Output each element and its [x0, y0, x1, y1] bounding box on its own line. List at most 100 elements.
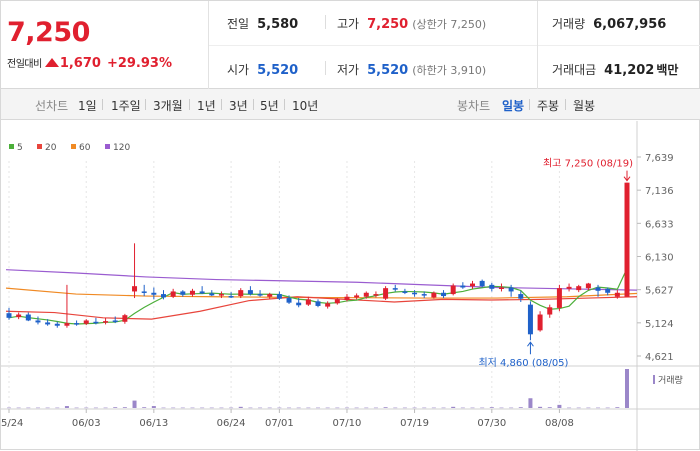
volume-bar [7, 407, 11, 409]
volume-bar [596, 407, 601, 409]
current-price: 7,250 [7, 17, 90, 48]
candle-body [479, 280, 485, 287]
candle-body [441, 292, 447, 297]
candle-body [286, 298, 292, 303]
volume-bar [470, 407, 475, 409]
divider [145, 99, 146, 110]
candle-body [103, 321, 109, 323]
candle-body [460, 285, 466, 288]
legend-label: 60 [79, 143, 91, 153]
candle-body [112, 320, 118, 322]
divider [284, 99, 285, 110]
period-3m[interactable]: 3개월 [153, 99, 183, 113]
volume-bar [64, 406, 69, 408]
y-tick-label: 5,627 [645, 286, 674, 297]
x-tick-label: 06/24 [217, 418, 246, 429]
candle-body [93, 321, 99, 324]
volume-bar [171, 407, 176, 409]
period-1d[interactable]: 1일 [78, 99, 97, 113]
volume-bar [567, 407, 572, 409]
volume-bar [84, 407, 89, 409]
candle-daily[interactable]: 일봉 [502, 99, 525, 113]
volume-bar [364, 407, 369, 409]
volume-legend-swatch [653, 375, 655, 384]
candle-body [189, 290, 195, 295]
y-tick-label: 7,136 [645, 186, 674, 197]
volume-bar [45, 407, 50, 409]
candle-body [151, 292, 157, 295]
candle-body [344, 296, 350, 301]
divider [221, 99, 222, 110]
legend-label: 120 [113, 143, 130, 153]
candle-body [354, 295, 360, 298]
volume-bar [122, 407, 127, 408]
volume-bar [344, 407, 349, 409]
candle-body [257, 294, 263, 296]
y-tick-label: 7,639 [645, 153, 674, 164]
change-label: 전일대비 [7, 59, 42, 70]
volume-bar [431, 407, 436, 409]
y-tick-label: 6,633 [645, 219, 674, 230]
volume-bar [93, 407, 98, 409]
candle-body [518, 294, 524, 299]
volume-bar [209, 407, 214, 409]
candle-monthly[interactable]: 월봉 [573, 99, 596, 113]
period-3y[interactable]: 3년 [229, 99, 248, 113]
prev-close-label: 전일 [227, 17, 250, 31]
candle-body [199, 291, 205, 294]
candle-weekly[interactable]: 주봉 [537, 99, 560, 113]
volume-bar [180, 407, 185, 409]
candle-body [363, 292, 369, 297]
period-5y[interactable]: 5년 [260, 99, 279, 113]
open-cell: 시가 5,520 [227, 61, 298, 78]
divider [189, 99, 190, 110]
volume-bar [451, 406, 456, 408]
volume-bar [287, 407, 292, 409]
volume-bar [325, 407, 330, 409]
volume-bar [460, 407, 465, 409]
volume-bar [74, 407, 79, 409]
candle-body [489, 284, 495, 289]
low-cell: 저가 5,520 (하한가 3,910) [337, 61, 486, 78]
ma20-line [5, 296, 638, 320]
volume-bar [267, 407, 272, 409]
candle-body [6, 313, 12, 318]
candle-body [527, 304, 533, 335]
low-label: 저가 [337, 63, 360, 77]
candle-body [556, 288, 562, 308]
candle-body [383, 288, 389, 299]
x-tick-label: 07/01 [265, 418, 294, 429]
x-tick-label: 05/24 [1, 418, 23, 429]
high-label: 고가 [337, 17, 360, 31]
volume-bar [132, 400, 137, 408]
prev-close-value: 5,580 [257, 17, 299, 32]
y-tick-label: 4,621 [645, 352, 674, 363]
candle-body [325, 303, 331, 307]
candle-body [74, 323, 80, 325]
volume-bar [16, 407, 21, 409]
volume-bar [393, 407, 398, 409]
volume-bar [219, 407, 224, 409]
amount-cell: 거래대금 41,202 백만 [552, 61, 678, 78]
period-1y[interactable]: 1년 [197, 99, 216, 113]
candle-body [421, 294, 427, 296]
change-row: 전일대비 1,670 +29.93% [7, 55, 172, 71]
period-1w[interactable]: 1주일 [111, 99, 141, 113]
volume-bar [538, 406, 543, 408]
volume-bar [412, 407, 417, 409]
change-percent: +29.93% [106, 56, 172, 71]
candle-body [373, 294, 379, 296]
low-arrow-icon [527, 341, 534, 355]
period-10y[interactable]: 10년 [292, 99, 319, 113]
change-value: 1,670 [59, 56, 101, 71]
prev-close-cell: 전일 5,580 [227, 15, 298, 32]
y-tick-label: 5,124 [645, 319, 674, 330]
x-tick-label: 06/03 [72, 418, 101, 429]
candle-body [547, 307, 553, 315]
candle-body [35, 320, 41, 323]
candle-body [238, 290, 244, 297]
legend-swatch [105, 144, 110, 149]
candle-body [431, 292, 437, 298]
volume-bar [55, 407, 60, 409]
